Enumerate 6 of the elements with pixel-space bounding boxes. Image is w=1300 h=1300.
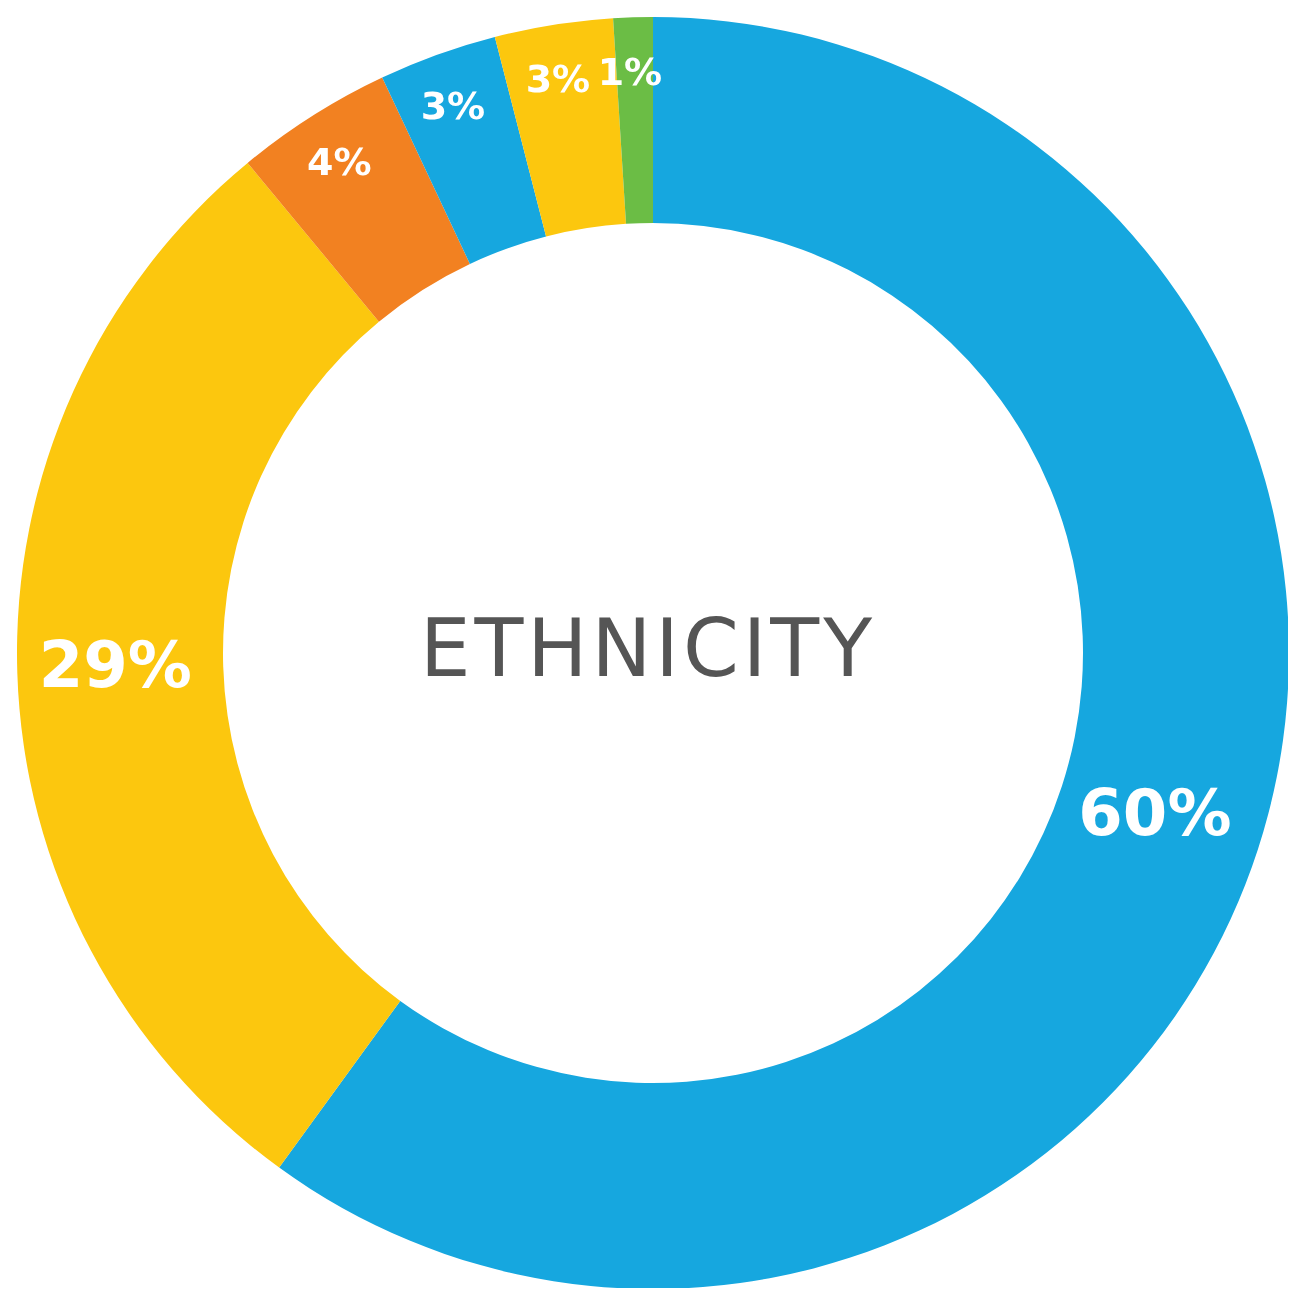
- data-label: 3%: [420, 84, 486, 129]
- data-label: 60%: [1078, 775, 1232, 850]
- data-label: 3%: [525, 57, 591, 102]
- data-label: 4%: [307, 139, 372, 184]
- data-label: 29%: [38, 627, 192, 702]
- text: ETHNICITY: [419, 601, 877, 695]
